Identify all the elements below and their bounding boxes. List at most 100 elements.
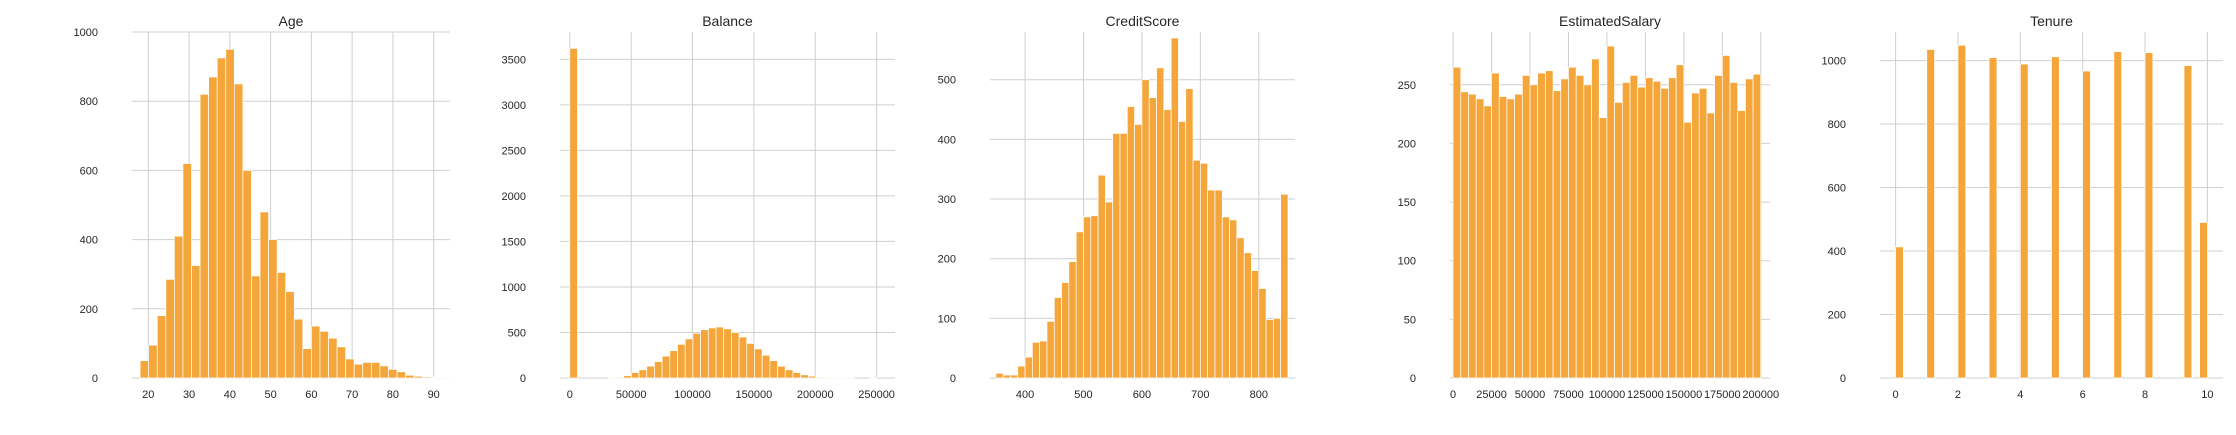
bar — [661, 355, 671, 379]
y-tick-label: 200 — [938, 254, 956, 266]
bar — [370, 362, 381, 379]
y-tick-label: 400 — [1828, 246, 1846, 258]
bar — [1207, 189, 1216, 379]
bar — [1039, 340, 1048, 379]
bar — [646, 365, 655, 379]
bar — [1691, 92, 1700, 379]
bar — [156, 315, 167, 379]
bar — [174, 235, 184, 379]
x-tick-label: 100000 — [1589, 389, 1626, 401]
x-tick-label: 200000 — [1742, 389, 1779, 401]
bar — [815, 376, 825, 379]
bar — [2082, 70, 2091, 379]
bar — [328, 337, 338, 379]
bar — [362, 362, 372, 379]
bar — [1683, 121, 1692, 379]
x-tick-label: 175000 — [1704, 389, 1741, 401]
bar — [1046, 320, 1055, 379]
bar — [319, 330, 329, 379]
bar — [1729, 82, 1739, 379]
bar — [1752, 73, 1762, 379]
y-tick-label: 0 — [950, 373, 956, 385]
bar — [422, 376, 432, 379]
chart-title: Age — [279, 13, 304, 29]
bar — [1002, 374, 1011, 379]
bar — [1698, 87, 1708, 379]
chart-title: Balance — [702, 13, 753, 29]
bar — [777, 365, 786, 379]
y-tick-label: 1500 — [502, 236, 526, 248]
bar — [208, 76, 218, 379]
bar — [1192, 159, 1201, 379]
bar — [1105, 201, 1114, 379]
bar — [1452, 66, 1462, 379]
bar — [311, 325, 321, 379]
y-tick-label: 600 — [1828, 183, 1846, 195]
bar — [723, 328, 732, 379]
x-tick-label: 40 — [224, 389, 236, 401]
bar — [1229, 219, 1238, 379]
bar — [1214, 189, 1223, 379]
bar — [1199, 162, 1208, 379]
bar — [1097, 174, 1106, 379]
bar — [353, 363, 364, 379]
y-tick-label: 600 — [80, 165, 98, 177]
chart-2: CreditScore 0 100 200 300 400 500 400 500 600 700 8… — [938, 13, 1295, 401]
bar — [1090, 215, 1099, 379]
bar — [1112, 133, 1121, 379]
bar — [615, 376, 625, 379]
y-tick-label: 1000 — [1822, 56, 1846, 68]
bar — [1637, 86, 1646, 379]
bar — [1621, 82, 1631, 379]
bar — [1265, 319, 1274, 379]
bar — [336, 346, 346, 379]
bar — [1706, 112, 1715, 379]
bar — [761, 354, 771, 379]
x-tick-label: 10 — [2201, 389, 2213, 401]
bar — [800, 374, 809, 379]
x-tick-label: 2 — [1955, 389, 1961, 401]
bar — [1714, 75, 1723, 379]
bar — [1491, 72, 1500, 379]
bar — [1721, 55, 1731, 379]
bar — [1652, 80, 1662, 379]
chart-0: Age 0 200 400 600 800 1000 20 30 40 50 60 70 80 90 — [74, 13, 466, 401]
x-tick-label: 125000 — [1627, 389, 1664, 401]
bar — [1498, 96, 1508, 379]
bar — [233, 83, 244, 379]
bar — [191, 265, 201, 379]
bar — [251, 275, 261, 379]
x-tick-label: 4 — [2017, 389, 2023, 401]
bar — [242, 170, 252, 379]
chart-title: EstimatedSalary — [1559, 13, 1661, 29]
bar — [792, 372, 801, 379]
bar — [1926, 49, 1935, 379]
bar — [1645, 77, 1654, 379]
bar — [1017, 365, 1026, 379]
y-tick-label: 1000 — [74, 27, 98, 39]
x-tick-label: 8 — [2142, 389, 2148, 401]
bar — [1178, 121, 1187, 379]
bar — [1170, 37, 1179, 379]
y-tick-label: 200 — [80, 304, 98, 316]
y-tick-label: 500 — [508, 327, 526, 339]
y-tick-label: 0 — [520, 373, 526, 385]
x-tick-label: 25000 — [1476, 389, 1507, 401]
bar — [268, 239, 278, 379]
bar — [1737, 110, 1746, 379]
bar — [1460, 91, 1469, 379]
bar — [569, 48, 578, 379]
bar — [754, 348, 763, 379]
bar — [1010, 374, 1019, 379]
bar — [769, 360, 778, 379]
bar — [285, 291, 295, 379]
x-tick-label: 500 — [1074, 389, 1092, 401]
x-tick-label: 75000 — [1553, 389, 1584, 401]
bar — [807, 375, 817, 379]
bar — [165, 279, 175, 379]
x-tick-label: 70 — [346, 389, 358, 401]
y-tick-label: 200 — [1398, 138, 1416, 150]
bar — [746, 343, 755, 379]
bar — [638, 369, 648, 379]
bar — [405, 374, 415, 379]
